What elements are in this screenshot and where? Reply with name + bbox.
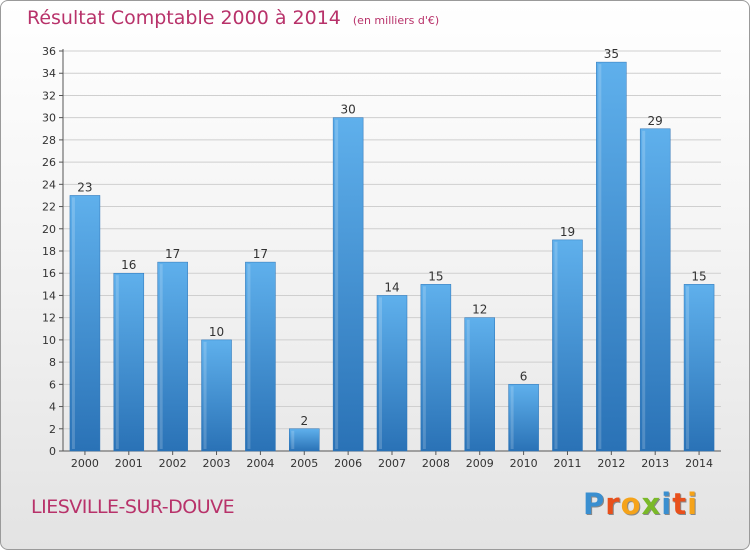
bar-highlight [71, 197, 75, 449]
y-tick-label: 24 [42, 178, 56, 191]
bar [245, 261, 276, 452]
bar-value-label: 17 [165, 247, 180, 261]
bar-highlight [510, 386, 514, 449]
bar-value-label: 2 [300, 414, 308, 428]
logo-letter: o [620, 487, 642, 521]
logo-letter: P [583, 487, 606, 521]
bars [69, 61, 715, 452]
x-tick-label: 2006 [334, 457, 362, 470]
x-tick-label: 2000 [71, 457, 99, 470]
bar-highlight [598, 64, 602, 449]
x-tick-label: 2013 [641, 457, 669, 470]
bar-highlight [335, 119, 339, 450]
y-tick-label: 20 [42, 223, 56, 236]
bar [464, 317, 495, 452]
commune-name: LIESVILLE-SUR-DOUVE [31, 496, 235, 518]
bar [201, 339, 232, 452]
bar [639, 128, 671, 452]
y-tick-label: 14 [42, 289, 56, 302]
y-tick-label: 30 [42, 112, 56, 125]
x-tick-label: 2007 [378, 457, 406, 470]
y-tick-label: 6 [49, 378, 56, 391]
y-tick-label: 10 [42, 334, 56, 347]
x-tick-label: 2012 [597, 457, 625, 470]
bar-value-label: 14 [384, 280, 399, 294]
bar-highlight [379, 297, 382, 449]
bar-value-label: 6 [520, 369, 528, 383]
bar-highlight [247, 264, 251, 449]
bar [508, 384, 539, 452]
x-tick-label: 2001 [115, 457, 143, 470]
bar [332, 117, 364, 452]
x-tick-label: 2009 [466, 457, 494, 470]
bar-highlight [466, 319, 470, 449]
y-tick-label: 36 [42, 45, 56, 58]
y-tick-label: 28 [42, 134, 56, 147]
x-tick-label: 2005 [290, 457, 318, 470]
y-tick-label: 32 [42, 89, 56, 102]
logo-letter: r [605, 487, 621, 521]
chart-subtitle: (en milliers d'€) [352, 14, 440, 27]
logo-letter: i [687, 487, 699, 521]
x-tick-label: 2008 [422, 457, 450, 470]
logo-letter: t [672, 487, 688, 521]
bar-highlight [686, 286, 690, 449]
bar-value-label: 29 [648, 114, 663, 128]
bar-highlight [642, 130, 646, 449]
logo-letter: i [661, 487, 673, 521]
x-tick-label: 2011 [553, 457, 581, 470]
bar [113, 272, 145, 452]
y-tick-label: 16 [42, 267, 56, 280]
y-tick-label: 8 [49, 356, 56, 369]
labels: 0246810121416182022242628303234362320001… [42, 45, 713, 470]
bar-value-label: 35 [604, 47, 619, 61]
y-tick-label: 34 [42, 67, 56, 80]
y-tick-label: 2 [49, 423, 56, 436]
bar-value-label: 10 [209, 325, 224, 339]
chart-title-row: Résultat Comptable 2000 à 2014 (en milli… [27, 7, 439, 29]
bar [596, 61, 627, 452]
y-tick-label: 18 [42, 245, 56, 258]
bar-value-label: 16 [121, 258, 136, 272]
bar-value-label: 19 [560, 225, 575, 239]
chart-title: Résultat Comptable 2000 à 2014 [27, 7, 341, 29]
x-tick-label: 2002 [159, 457, 187, 470]
bar [289, 428, 320, 452]
proxiti-logo: Proxiti [583, 487, 698, 521]
logo-letter: x [641, 487, 662, 521]
y-tick-label: 26 [42, 156, 56, 169]
bar-value-label: 17 [253, 247, 268, 261]
bar-highlight [554, 241, 558, 449]
bar-value-label: 15 [428, 269, 443, 283]
bar-value-label: 15 [691, 269, 706, 283]
y-tick-label: 12 [42, 312, 56, 325]
bar-highlight [291, 430, 295, 449]
bar-highlight [203, 341, 207, 449]
bar [69, 195, 101, 452]
bar-value-label: 12 [472, 303, 487, 317]
x-tick-label: 2014 [685, 457, 713, 470]
bar-highlight [159, 264, 163, 449]
bar-value-label: 30 [340, 103, 355, 117]
y-tick-label: 4 [49, 401, 56, 414]
bar [683, 284, 715, 452]
bar-value-label: 23 [77, 180, 92, 194]
y-tick-label: 0 [49, 445, 56, 458]
bar-highlight [422, 286, 426, 449]
bar [157, 261, 188, 452]
x-tick-label: 2010 [510, 457, 538, 470]
x-tick-label: 2004 [246, 457, 274, 470]
bar [552, 239, 583, 452]
x-tick-label: 2003 [203, 457, 231, 470]
bar [420, 284, 452, 452]
bar-highlight [115, 275, 119, 449]
bar [376, 295, 408, 452]
y-tick-label: 22 [42, 201, 56, 214]
